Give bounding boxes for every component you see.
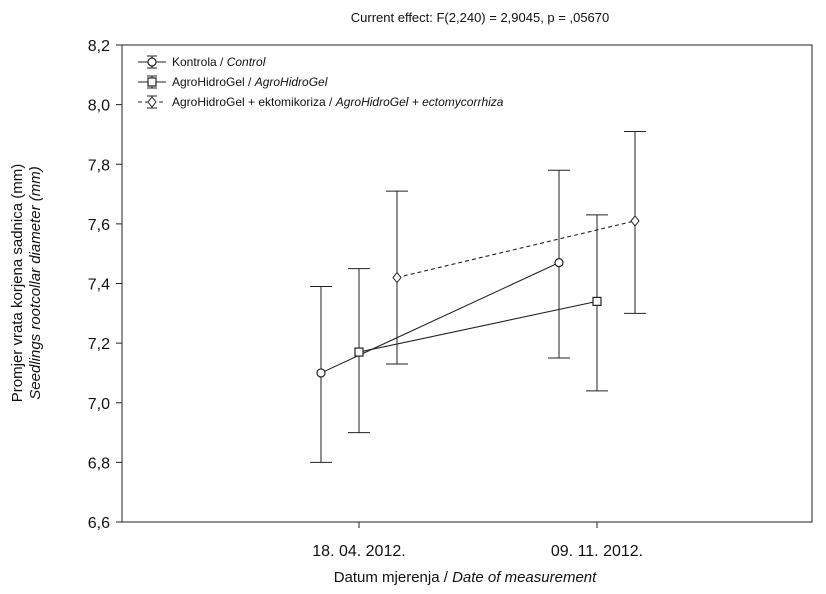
- data-point: [147, 57, 157, 67]
- legend-label-italic: AgroHidroGel + ectomycorrhiza: [335, 95, 504, 109]
- data-point: [147, 96, 157, 108]
- legend: Kontrola / Control AgroHidroGel / AgroHid…: [134, 51, 622, 121]
- legend-label-italic: AgroHidroGel: [254, 75, 328, 89]
- data-point: [392, 271, 402, 284]
- x-axis: 18. 04. 2012. 09. 11. 2012.: [312, 522, 643, 560]
- x-axis-title-italic: Date of measurement: [452, 569, 597, 586]
- series-3: [386, 130, 646, 365]
- data-point: [316, 368, 326, 378]
- legend-label-main: AgroHidroGel + ektomikoriza /: [172, 95, 336, 109]
- y-tick-label: 7,2: [88, 336, 110, 353]
- series-2: [348, 214, 608, 434]
- x-tick-label: 18. 04. 2012.: [312, 543, 405, 560]
- y-tick-label: 7,4: [88, 277, 110, 294]
- legend-label: Kontrola / Control: [172, 55, 266, 69]
- legend-label-main: Kontrola /: [172, 55, 227, 69]
- data-point: [554, 258, 564, 268]
- legend-label-main: AgroHidroGel /: [172, 75, 255, 89]
- legend-label-italic: Control: [227, 55, 266, 69]
- series-line: [396, 220, 636, 279]
- y-tick-label: 8,0: [88, 98, 110, 115]
- chart-title: Current effect: F(2,240) = 2,9045, p = ,…: [351, 10, 609, 25]
- y-axis-title: Promjer vrata korjena sadnica (mm): [9, 164, 26, 402]
- legend-label: AgroHidroGel + ektomikoriza / AgroHidroG…: [172, 95, 504, 109]
- data-point: [630, 215, 640, 227]
- data-point: [354, 347, 364, 357]
- legend-item-1: Kontrola / Control: [138, 55, 266, 69]
- y-tick-label: 7,8: [88, 157, 110, 174]
- legend-item-2: AgroHidroGel / AgroHidroGel: [138, 75, 328, 89]
- series-layer: [310, 130, 646, 463]
- y-tick-label: 6,6: [88, 515, 110, 532]
- y-tick-label: 7,6: [88, 217, 110, 234]
- legend-label: AgroHidroGel / AgroHidroGel: [172, 75, 328, 89]
- x-axis-title: Datum mjerenja / Date of measurement: [334, 569, 597, 586]
- legend-box: [134, 51, 622, 121]
- series-1: [310, 169, 570, 463]
- data-point: [592, 296, 602, 306]
- y-axis-title-italic: Seedlings rootcollar diameter (mm): [27, 166, 44, 399]
- data-point: [147, 77, 157, 87]
- y-tick-label: 7,0: [88, 396, 110, 413]
- x-axis-title-main: Datum mjerenja /: [334, 569, 452, 586]
- y-tick-label: 6,8: [88, 455, 110, 472]
- y-axis: 6,6 6,8 7,0 7,2 7,4 7,6 7,8 8,0 8,2: [88, 38, 122, 532]
- x-tick-label: 09. 11. 2012.: [551, 543, 643, 560]
- y-tick-label: 8,2: [88, 38, 110, 55]
- series-line: [358, 300, 598, 353]
- legend-item-3: AgroHidroGel + ektomikoriza / AgroHidroG…: [138, 95, 504, 109]
